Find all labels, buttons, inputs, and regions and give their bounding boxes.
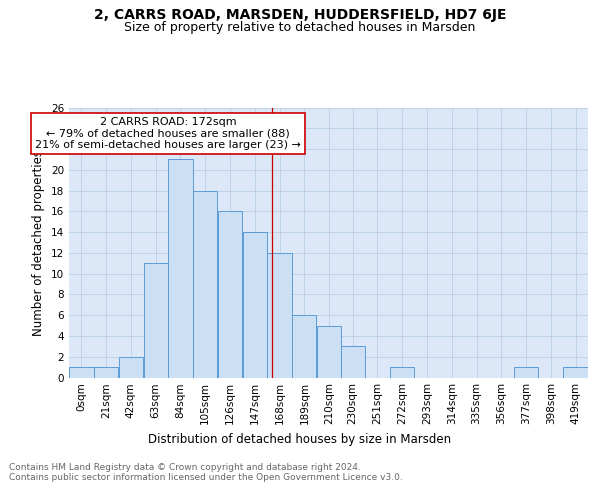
Bar (563, 367, 588, 378)
Text: 2, CARRS ROAD, MARSDEN, HUDDERSFIELD, HD7 6JE: 2, CARRS ROAD, MARSDEN, HUDDERSFIELD, HD… (94, 8, 506, 22)
Text: Contains HM Land Registry data © Crown copyright and database right 2024.
Contai: Contains HM Land Registry data © Crown c… (9, 462, 403, 482)
Bar (268, 253, 292, 378)
Bar (119, 356, 143, 378)
Bar (341, 346, 365, 378)
Text: Size of property relative to detached houses in Marsden: Size of property relative to detached ho… (124, 21, 476, 34)
Bar (390, 367, 415, 378)
Bar (218, 212, 242, 378)
Bar (94, 367, 118, 378)
Text: Distribution of detached houses by size in Marsden: Distribution of detached houses by size … (148, 432, 452, 446)
Bar (69, 367, 94, 378)
Bar (292, 315, 316, 378)
Bar (242, 232, 267, 378)
Text: 2 CARRS ROAD: 172sqm
← 79% of detached houses are smaller (88)
21% of semi-detac: 2 CARRS ROAD: 172sqm ← 79% of detached h… (35, 117, 301, 150)
Y-axis label: Number of detached properties: Number of detached properties (32, 150, 46, 336)
Bar (317, 326, 341, 378)
Bar (143, 264, 168, 378)
Bar (514, 367, 538, 378)
Bar (169, 160, 193, 378)
Bar (193, 190, 217, 378)
